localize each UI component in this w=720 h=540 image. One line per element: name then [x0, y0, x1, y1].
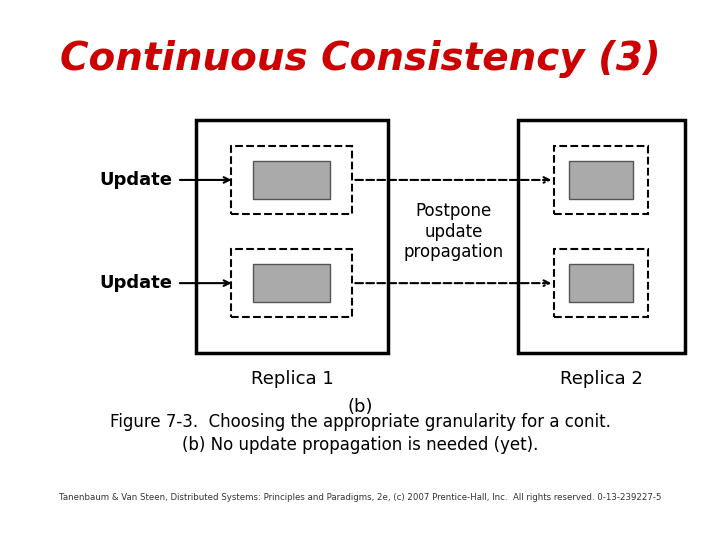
Text: Tanenbaum & Van Steen, Distributed Systems: Principles and Paradigms, 2e, (c) 20: Tanenbaum & Van Steen, Distributed Syste…	[59, 492, 661, 502]
Bar	[253, 265, 330, 302]
Text: Continuous Consistency (3): Continuous Consistency (3)	[60, 40, 660, 78]
Bar	[253, 161, 330, 199]
Text: Replica 2: Replica 2	[559, 370, 642, 388]
Bar	[570, 161, 633, 199]
Text: Update: Update	[99, 274, 172, 292]
Bar	[554, 146, 648, 214]
Bar	[570, 265, 633, 302]
Bar	[230, 146, 353, 214]
Bar	[554, 249, 648, 317]
Text: Postpone
update
propagation: Postpone update propagation	[403, 202, 503, 261]
Bar	[518, 120, 685, 353]
Text: Update: Update	[99, 171, 172, 189]
Text: (b): (b)	[347, 398, 373, 416]
Text: Replica 1: Replica 1	[251, 370, 333, 388]
Text: Figure 7-3.  Choosing the appropriate granularity for a conit.: Figure 7-3. Choosing the appropriate gra…	[109, 413, 611, 431]
Bar	[196, 120, 388, 353]
Text: (b) No update propagation is needed (yet).: (b) No update propagation is needed (yet…	[182, 435, 538, 454]
Bar	[230, 249, 353, 317]
